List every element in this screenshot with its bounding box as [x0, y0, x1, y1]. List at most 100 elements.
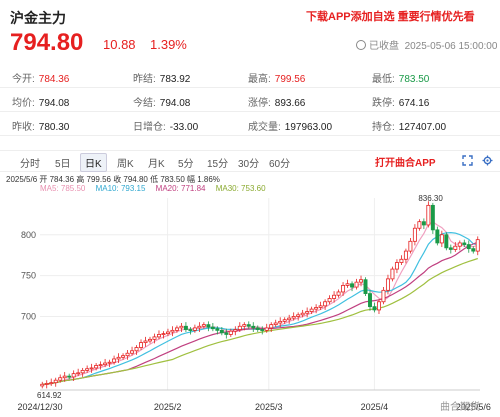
stat-label: 跌停: [372, 98, 395, 109]
ohlc-info: 2025/5/6 开 784.36 高 799.56 收 794.80 低 78… [6, 175, 220, 184]
tab-timeshare[interactable]: 分时 [20, 159, 40, 170]
candle-body [417, 221, 422, 229]
candle-body [255, 327, 260, 330]
candle-body [246, 324, 251, 327]
tab-monthly-k[interactable]: 月K [148, 159, 165, 170]
candle-body [363, 279, 368, 294]
open-app-button[interactable]: 打开曲合APP [375, 158, 436, 169]
fullscreen-icon[interactable] [462, 155, 473, 166]
candle-body [421, 221, 426, 226]
stat-value: 783.92 [159, 74, 191, 85]
stat-prev-settle: 昨结: 783.92 [133, 70, 190, 85]
stat-value: 799.56 [274, 74, 306, 85]
candle-body [309, 308, 314, 312]
candle-body [345, 283, 350, 286]
y-tick-label: 700 [21, 311, 36, 321]
candle-body [134, 347, 139, 352]
x-tick-label: 2025/3 [255, 402, 283, 412]
candle-body [332, 294, 337, 299]
stat-value: 794.08 [38, 98, 70, 109]
tab-30min[interactable]: 30分 [238, 159, 260, 170]
candle-body [251, 325, 256, 329]
x-tick-label: 2024/12/30 [17, 402, 62, 412]
download-app-banner[interactable]: 下载APP添加自选 重要行情优先看 [306, 11, 475, 23]
market-status: 已收盘 2025-05-06 15:00:00 [356, 37, 497, 52]
settings-gear-icon[interactable] [482, 155, 493, 166]
x-tick-label: 2025/4 [361, 402, 389, 412]
stat-label: 今开: [12, 74, 35, 85]
candle-body [260, 329, 265, 331]
candle-body [278, 320, 283, 324]
candle-body [58, 377, 63, 381]
candle-body [368, 293, 372, 308]
stat-limit-down: 跌停: 674.16 [372, 94, 429, 109]
candle-body [165, 331, 170, 335]
x-tick-label: 2025/2 [154, 402, 182, 412]
candle-body [314, 307, 319, 310]
stats-row: 昨收: 780.30 日增仓: -33.00 成交量: 197963.00 持仓: 12… [0, 112, 500, 136]
stat-value: 784.36 [38, 74, 70, 85]
low-annotation: 614.92 [37, 391, 62, 400]
candle-body [53, 379, 58, 384]
candle-body [430, 204, 435, 231]
stat-label: 成交量: [248, 122, 281, 133]
candle-body [103, 362, 108, 366]
candle-body [237, 325, 242, 330]
candle-body [67, 375, 72, 378]
candle-body [71, 373, 76, 378]
tab-5day[interactable]: 5日 [55, 159, 71, 170]
stat-label: 均价: [12, 98, 35, 109]
candle-body [359, 279, 363, 283]
candle-body [242, 324, 247, 327]
candle-body [350, 283, 355, 288]
candle-body [157, 334, 161, 338]
candle-body [121, 355, 126, 358]
candle-body [439, 234, 444, 244]
ma5-line [42, 221, 478, 385]
stat-value: 893.66 [274, 98, 306, 109]
high-annotation: 836.30 [418, 194, 443, 203]
clock-icon [356, 40, 366, 50]
candle-body [377, 301, 381, 311]
stats-row: 今开: 784.36 昨结: 783.92 最高: 799.56 最低: 783.50 [0, 64, 500, 88]
status-datetime: 2025-05-06 15:00:00 [404, 41, 498, 52]
stat-settle: 今结: 794.08 [133, 94, 190, 109]
candle-body [192, 327, 197, 331]
candle-body [89, 367, 94, 370]
tab-weekly-k[interactable]: 周K [117, 159, 134, 170]
candle-body [381, 289, 386, 303]
price-change: 10.88 [103, 37, 136, 52]
tab-daily-k[interactable]: 日K [80, 153, 107, 172]
stat-value: 127407.00 [398, 122, 447, 133]
stat-open: 今开: 784.36 [12, 70, 69, 85]
y-tick-label: 800 [21, 230, 36, 240]
tab-60min[interactable]: 60分 [269, 159, 291, 170]
candle-body [435, 229, 440, 244]
candle-body [49, 382, 54, 385]
stat-label: 持仓: [372, 122, 395, 133]
candle-body [372, 306, 377, 311]
candle-body [130, 350, 135, 354]
candlestick-chart[interactable]: 700 750 800 2024/12/30 2025/2 2025/3 2025/4 202… [0, 190, 500, 417]
candle-body [188, 329, 193, 331]
status-label: 已收盘 [369, 41, 399, 52]
candle-body [224, 332, 229, 335]
candle-body [174, 327, 179, 331]
candle-body [112, 358, 117, 363]
candle-body [318, 305, 323, 308]
candle-body [143, 340, 148, 344]
candle-body [296, 314, 301, 317]
candle-body [341, 285, 346, 293]
stat-label: 今结: [133, 98, 156, 109]
candle-body [412, 227, 417, 242]
tab-15min[interactable]: 15分 [207, 159, 229, 170]
candle-body [408, 240, 413, 252]
stat-prev-close: 昨收: 780.30 [12, 118, 69, 133]
tab-5min[interactable]: 5分 [178, 159, 194, 170]
candle-body [201, 324, 206, 327]
y-tick-label: 750 [21, 271, 36, 281]
candle-body [94, 365, 99, 369]
candle-body [139, 342, 143, 348]
candle-body [291, 316, 296, 319]
stat-open-interest: 持仓: 127407.00 [372, 118, 446, 133]
